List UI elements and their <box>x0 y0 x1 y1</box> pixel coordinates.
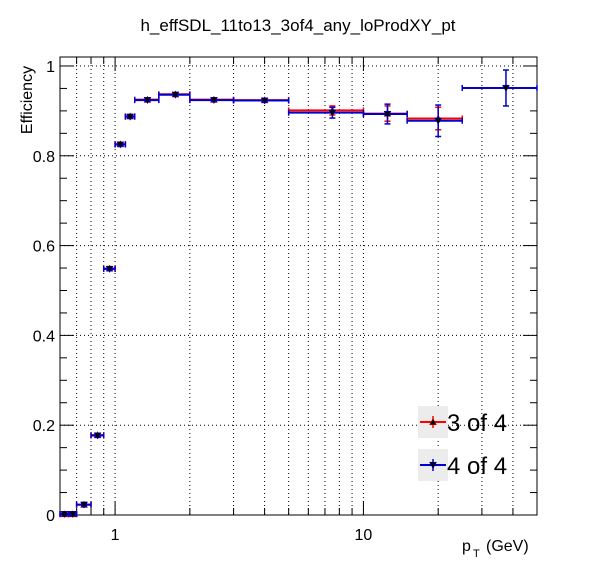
data-point-marker <box>80 501 88 509</box>
data-point <box>134 97 160 105</box>
axis-tick-labels: 0 0.2 0.4 0.6 0.8 1 1 10 <box>33 59 373 544</box>
plot-frame <box>59 56 538 516</box>
series-4of4 <box>59 69 538 519</box>
data-point <box>406 104 463 138</box>
chart-title: h_effSDL_11to13_3of4_any_loProdXY_pt <box>140 16 455 35</box>
y-tick-label: 0.4 <box>33 328 55 345</box>
data-point-marker <box>105 265 114 273</box>
y-tick-label: 0.8 <box>33 149 55 166</box>
data-point-marker <box>93 432 102 440</box>
series-3of4 <box>59 90 463 518</box>
axis-ticks <box>59 57 538 516</box>
data-point <box>124 113 136 121</box>
y-tick-label: 0.2 <box>33 418 55 435</box>
x-axis-title-main: p <box>462 538 471 555</box>
data-point <box>461 69 538 107</box>
data-point <box>158 91 191 99</box>
data-point <box>362 103 408 125</box>
data-point-marker <box>209 97 218 105</box>
x-axis-title-unit: (GeV) <box>486 538 529 555</box>
data-point <box>75 501 92 509</box>
y-tick-label: 0.6 <box>33 239 55 256</box>
grid <box>59 57 538 516</box>
data-point-marker <box>143 97 152 105</box>
data-point-marker <box>502 84 510 92</box>
legend-markers <box>420 416 446 471</box>
data-point-marker <box>328 109 337 117</box>
data-point-marker <box>60 511 69 519</box>
x-tick-label: 10 <box>355 527 373 544</box>
data-point-marker <box>429 417 437 426</box>
data-point-marker <box>126 113 135 121</box>
data-point-marker <box>116 141 125 149</box>
y-axis-title: Efficiency <box>19 66 36 134</box>
data-point-marker <box>429 461 437 470</box>
y-tick-label: 0 <box>46 508 55 525</box>
x-tick-label: 1 <box>111 527 120 544</box>
x-axis-title-subscript: T <box>473 548 480 560</box>
data-point <box>102 265 116 273</box>
legend-label-3of4: 3 of 4 <box>447 410 507 437</box>
x-axis-title: p T (GeV) <box>462 538 529 560</box>
data-point <box>232 97 290 105</box>
data-point <box>90 432 105 440</box>
data-point <box>114 141 127 149</box>
data-point <box>287 106 365 119</box>
data-point-marker <box>434 117 443 125</box>
data-point-marker <box>383 110 392 119</box>
data-series <box>59 69 538 519</box>
y-tick-label: 1 <box>46 59 55 76</box>
data-point-marker <box>68 511 77 519</box>
data-point <box>67 511 78 519</box>
data-point-marker <box>260 97 269 105</box>
data-point-marker <box>171 91 180 99</box>
legend: 3 of 4 4 of 4 <box>418 406 507 481</box>
legend-label-4of4: 4 of 4 <box>447 453 507 480</box>
data-point <box>406 106 463 131</box>
